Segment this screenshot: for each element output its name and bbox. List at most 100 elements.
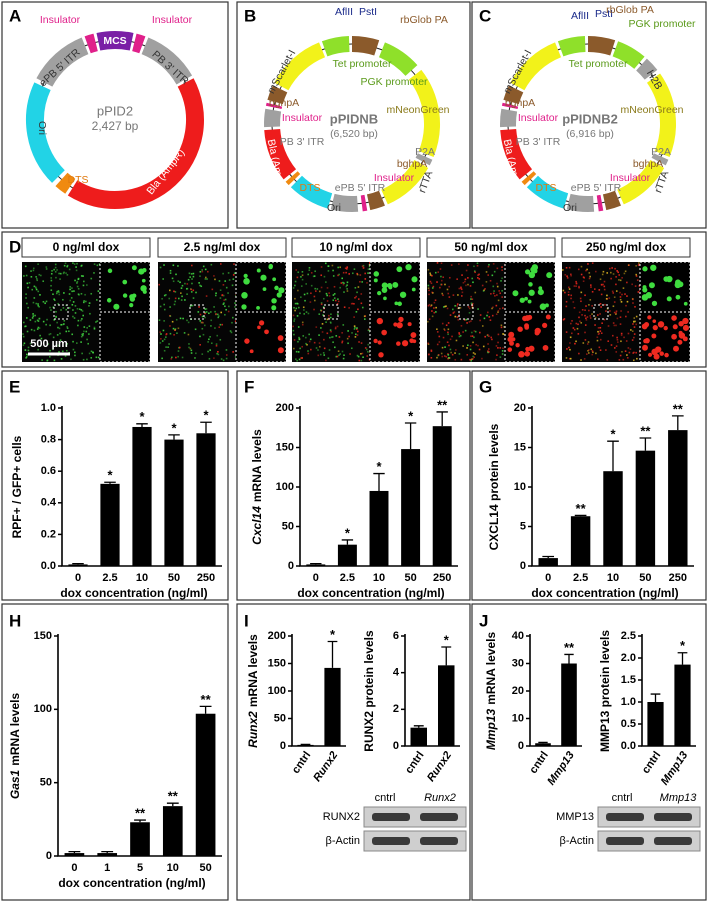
inset-cell: [243, 273, 248, 278]
cell-dot: [615, 324, 617, 327]
cell-dot: [29, 319, 32, 321]
cell-dot: [630, 329, 632, 331]
cell-dot: [25, 274, 28, 277]
cell-dot: [300, 296, 302, 298]
error-bar: [199, 705, 212, 714]
cell-dot: [163, 338, 166, 341]
cell-dot: [27, 306, 29, 309]
cell-dot: [63, 271, 65, 274]
cell-dot: [211, 288, 214, 291]
inset-cell: [376, 317, 384, 325]
cell-dot: [82, 332, 84, 335]
scale-bar-label: 500 µm: [30, 338, 68, 350]
significance: *: [610, 427, 616, 442]
inset-cell: [264, 329, 269, 335]
cell-dot: [622, 358, 625, 361]
cell-dot: [169, 315, 172, 317]
x-tick-label: Mmp13: [545, 750, 577, 788]
cell-dot: [359, 274, 362, 276]
blot-band: [606, 837, 644, 845]
cell-dot: [215, 343, 218, 345]
cell-dot: [501, 296, 503, 298]
cell-dot: [492, 306, 494, 309]
cell-dot: [63, 292, 65, 294]
cell-dot: [55, 310, 57, 313]
cell-dot: [315, 290, 317, 292]
inset-cell: [138, 268, 145, 275]
cell-dot: [308, 333, 310, 336]
cell-dot: [618, 274, 621, 276]
y-tick-label: 0.4: [41, 497, 57, 509]
error-bar: [564, 653, 574, 664]
y-axis-label: Mmp13mRNA levels: [484, 632, 498, 751]
inset-cell: [528, 345, 535, 352]
cell-dot: [172, 280, 175, 283]
cell-dot: [589, 275, 591, 278]
cell-dot: [50, 277, 53, 279]
cell-dot: [564, 291, 566, 294]
cell-dot: [321, 331, 324, 333]
cell-dot: [207, 270, 209, 273]
cell-dot: [174, 297, 177, 300]
cell-dot: [165, 336, 167, 338]
cell-dot: [472, 341, 474, 344]
bar: [401, 449, 421, 566]
cell-dot: [436, 328, 438, 331]
inset-cell: [277, 347, 284, 354]
inset-cell: [663, 325, 668, 331]
cell-dot: [456, 305, 458, 307]
cell-dot: [38, 317, 41, 320]
cell-dot: [635, 315, 638, 318]
cell-dot: [167, 346, 169, 349]
cell-dot: [62, 298, 64, 301]
cell-dot: [489, 319, 492, 321]
cell-dot: [224, 298, 227, 301]
plasmid-feature: [617, 159, 665, 205]
panel-label: H: [9, 611, 21, 630]
error-bar: [441, 646, 452, 666]
cell-dot: [356, 273, 359, 276]
cell-dot: [357, 298, 360, 300]
cell-dot: [171, 356, 173, 359]
cell-dot: [611, 267, 613, 269]
lane-label: cntrl: [375, 792, 396, 804]
cell-dot: [617, 341, 619, 343]
x-tick-label: 2.5: [340, 572, 355, 584]
cell-dot: [73, 317, 76, 319]
cell-dot: [225, 349, 228, 351]
cell-dot: [42, 320, 45, 323]
inset-cell: [519, 297, 525, 303]
cell-dot: [293, 318, 296, 320]
cell-dot: [441, 346, 444, 349]
cell-dot: [473, 265, 475, 268]
cell-dot: [360, 359, 363, 362]
cell-dot: [368, 263, 371, 266]
cell-dot: [467, 344, 469, 347]
cell-dot: [635, 273, 637, 276]
cell-dot: [66, 349, 68, 352]
cell-dot: [316, 288, 319, 290]
cell-dot: [343, 354, 345, 357]
cell-dot: [188, 346, 190, 349]
cell-dot: [447, 328, 450, 331]
cell-dot: [173, 333, 175, 336]
cell-dot: [203, 324, 206, 327]
cell-dot: [604, 303, 606, 306]
cell-dot: [301, 345, 303, 348]
cell-dot: [603, 318, 606, 321]
cell-dot: [462, 281, 465, 284]
cell-dot: [296, 359, 298, 362]
cell-dot: [501, 277, 503, 280]
plasmid-feature: [84, 33, 98, 54]
cell-dot: [619, 291, 621, 294]
cell-dot: [45, 300, 48, 303]
cell-dot: [586, 316, 589, 318]
cell-dot: [575, 282, 578, 285]
cell-dot: [479, 314, 482, 316]
inset: [639, 261, 691, 313]
y-tick-label: 200: [276, 402, 294, 414]
cell-dot: [234, 320, 237, 323]
x-tick-label: cntrl: [640, 750, 664, 776]
cell-dot: [335, 299, 337, 302]
plasmid-label: AflII: [571, 10, 589, 22]
